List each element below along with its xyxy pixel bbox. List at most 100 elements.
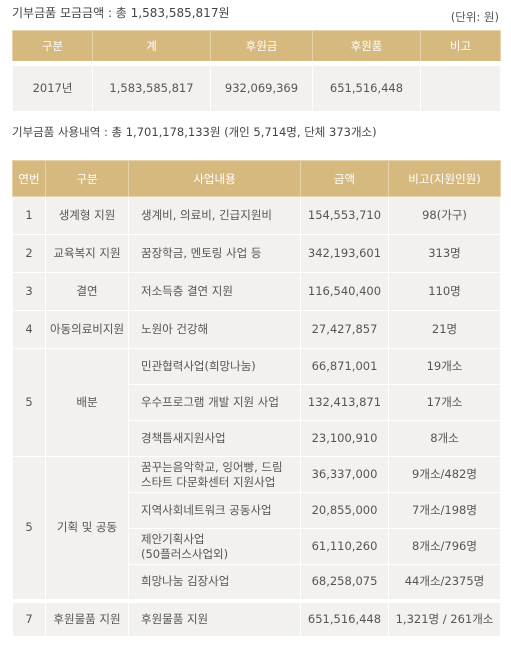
project: 지역사회네트워크 공동사업	[128, 492, 301, 529]
amount: 651,516,448	[300, 598, 389, 637]
project-line: 우수프로그램 개발 지원 사업	[141, 395, 279, 409]
note: 9개소/482명	[388, 456, 501, 493]
amount: 132,413,871	[300, 384, 389, 421]
header-cell: 후원품	[312, 30, 421, 64]
data-row: 1 생계형 지원 생계비, 의료비, 긴급지원비 154,553,710 98(가구)	[12, 196, 501, 235]
project-line: 꿈꾸는음악학교, 잉어빵, 드림	[141, 459, 283, 474]
header-cell: 비고(지원인원)	[388, 160, 501, 197]
row-number: 2	[12, 234, 46, 273]
data-row: 3 결연 저소득층 결연 지원 116,540,400 110명	[12, 272, 501, 311]
row-number: 5	[12, 348, 46, 457]
project-line: 민관협력사업(희망나눔)	[141, 359, 256, 373]
header-cell: 구분	[45, 160, 129, 197]
amount: 154,553,710	[300, 196, 389, 235]
data-row: 4 아동의료비지원 노원아 건강해 27,427,857 21명	[12, 310, 501, 349]
note: 17개소	[388, 384, 501, 421]
data-row: 지역사회네트워크 공동사업 20,855,000 7개소/198명	[13, 492, 501, 529]
header-cell: 사업내용	[128, 160, 301, 197]
amount: 61,110,260	[300, 528, 389, 565]
note: 19개소	[388, 348, 501, 385]
data-row: 5 기획 및 공동 꿈꾸는음악학교, 잉어빵, 드림 스타트 다문화센터 지원사업 36…	[12, 456, 501, 601]
header-cell: 구분	[12, 30, 93, 64]
row-number: 1	[12, 196, 46, 235]
row-number: 5	[12, 456, 46, 601]
note: 21명	[388, 310, 501, 349]
project: 후원물품 지원	[128, 598, 301, 637]
cell	[420, 61, 501, 112]
category: 교육복지 지원	[45, 234, 129, 273]
project-line: 저소득층 결연 지원	[141, 284, 233, 298]
data-row: 7 후원물품 지원 후원물품 지원 651,516,448 1,321명 / 261개소	[12, 598, 501, 637]
note: 7개소/198명	[388, 492, 501, 529]
project: 노원아 건강해	[128, 310, 301, 349]
project: 경책틈새지원사업	[128, 420, 301, 457]
amount: 23,100,910	[300, 420, 389, 457]
amount: 27,427,857	[300, 310, 389, 349]
category: 결연	[45, 272, 129, 311]
note: 313명	[388, 234, 501, 273]
data-row: 2 교육복지 지원 꿈장학금, 멘토링 사업 등 342,193,601 313명	[12, 234, 501, 273]
project-line: 지역사회네트워크 공동사업	[141, 503, 272, 517]
category: 아동의료비지원	[45, 310, 129, 349]
category: 기획 및 공동	[45, 456, 129, 601]
header-row: 연번 구분 사업내용 금액 비고(지원인원)	[12, 160, 501, 197]
project-line: 제안기획사업	[141, 531, 205, 546]
note: 8개소	[388, 420, 501, 457]
project: 꿈꾸는음악학교, 잉어빵, 드림 스타트 다문화센터 지원사업	[128, 456, 301, 493]
project-line: (50플러스사업외)	[141, 546, 229, 561]
cell: 932,069,369	[210, 61, 313, 112]
header-cell: 금액	[300, 160, 389, 197]
project-line: 스타트 다문화센터 지원사업	[141, 474, 276, 489]
data-row: 우수프로그램 개발 지원 사업 132,413,871 17개소	[13, 384, 501, 421]
row-number: 4	[12, 310, 46, 349]
cell: 1,583,585,817	[92, 61, 211, 112]
project: 꿈장학금, 멘토링 사업 등	[128, 234, 301, 273]
amount: 68,258,075	[300, 564, 389, 601]
data-row: 경책틈새지원사업 23,100,910 8개소	[13, 420, 501, 457]
amount: 116,540,400	[300, 272, 389, 311]
header-cell: 비고	[420, 30, 501, 64]
note: 1,321명 / 261개소	[388, 598, 501, 637]
usage-table: 연번 구분 사업내용 금액 비고(지원인원) 1 생계형 지원 생계비, 의료비, 긴급지원비…	[12, 160, 501, 637]
project: 우수프로그램 개발 지원 사업	[128, 384, 301, 421]
category: 생계형 지원	[45, 196, 129, 235]
project: 제안기획사업 (50플러스사업외)	[128, 528, 301, 565]
header-cell: 계	[92, 30, 211, 64]
data-row: 2017년 1,583,585,817 932,069,369 651,516,448	[12, 61, 501, 112]
project-line: 경책틈새지원사업	[141, 431, 226, 445]
unit-note: (단위: 원)	[450, 10, 499, 24]
project-line: 꿈장학금, 멘토링 사업 등	[141, 246, 262, 260]
data-row: 5 배분 민관협력사업(희망나눔) 66,871,001 19개소	[12, 348, 501, 457]
cell: 2017년	[12, 61, 93, 112]
header-cell: 후원금	[210, 30, 313, 64]
project-line: 희망나눔 김장사업	[141, 574, 230, 589]
income-summary: 기부금품 모금금액 : 총 1,583,585,817원	[12, 6, 230, 20]
row-number: 7	[12, 598, 46, 637]
project-line: 후원물품 지원	[141, 611, 209, 626]
data-row: 희망나눔 김장사업 68,258,075 44개소/2375명	[13, 564, 501, 601]
note: 110명	[388, 272, 501, 311]
amount: 20,855,000	[300, 492, 389, 529]
amount: 66,871,001	[300, 348, 389, 385]
project: 희망나눔 김장사업	[128, 564, 301, 601]
category: 후원물품 지원	[45, 598, 129, 637]
note: 44개소/2375명	[388, 564, 501, 601]
note: 98(가구)	[388, 196, 501, 235]
cell: 651,516,448	[312, 61, 421, 112]
usage-summary: 기부금품 사용내역 : 총 1,701,178,133원 (개인 5,714명,…	[12, 125, 377, 139]
project: 저소득층 결연 지원	[128, 272, 301, 311]
category: 배분	[45, 348, 129, 457]
header-cell: 연번	[12, 160, 46, 197]
note: 8개소/796명	[388, 528, 501, 565]
amount: 342,193,601	[300, 234, 389, 273]
project: 민관협력사업(희망나눔)	[128, 348, 301, 385]
header-row: 구분 계 후원금 후원품 비고	[12, 30, 501, 64]
data-row: 제안기획사업 (50플러스사업외) 61,110,260 8개소/796명	[13, 528, 501, 565]
income-table: 구분 계 후원금 후원품 비고 2017년 1,583,585,817 932,069,369…	[12, 30, 501, 112]
project-line: 생계비, 의료비, 긴급지원비	[141, 208, 273, 222]
project: 생계비, 의료비, 긴급지원비	[128, 196, 301, 235]
project-line: 노원아 건강해	[141, 322, 209, 336]
row-number: 3	[12, 272, 46, 311]
amount: 36,337,000	[300, 456, 389, 493]
